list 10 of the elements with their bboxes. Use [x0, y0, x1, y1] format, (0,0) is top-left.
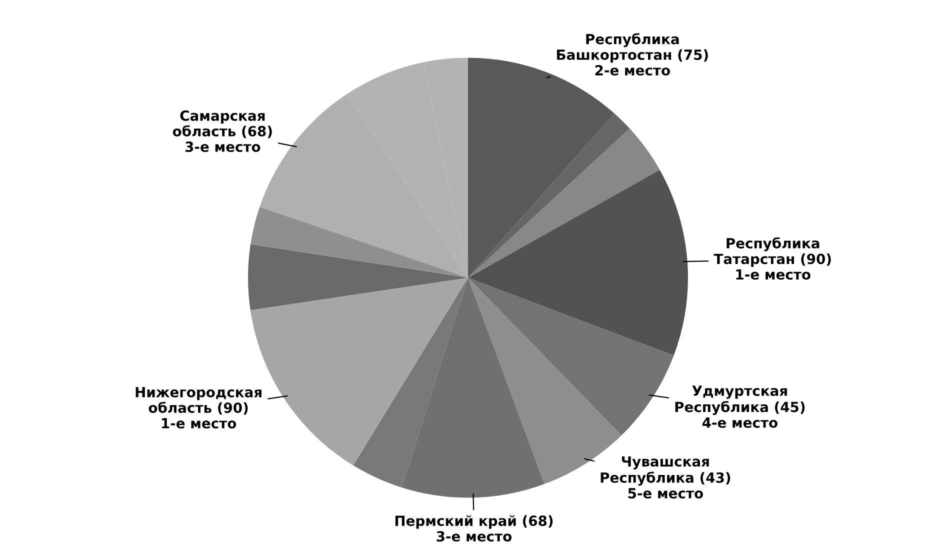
slice-label: Республика Татарстан (90) 1-е место: [714, 237, 831, 280]
slice-label: Нижегородская область (90) 1-е место: [136, 387, 262, 429]
slice-label: Самарская область (68) 3-е место: [172, 110, 272, 152]
slice-label: Республика Башкортостан (75) 2-е место: [557, 33, 708, 76]
pie-slice: [468, 114, 630, 278]
slice-label: Удмуртская Республика (45) 4-е место: [675, 386, 805, 428]
slice-label: Пермский край (68) 3-е место: [395, 515, 553, 542]
pie-slice: [248, 244, 468, 310]
pie-slice: [250, 206, 468, 278]
slice-label: Чувашская Республика (43) 5-е место: [600, 456, 730, 499]
